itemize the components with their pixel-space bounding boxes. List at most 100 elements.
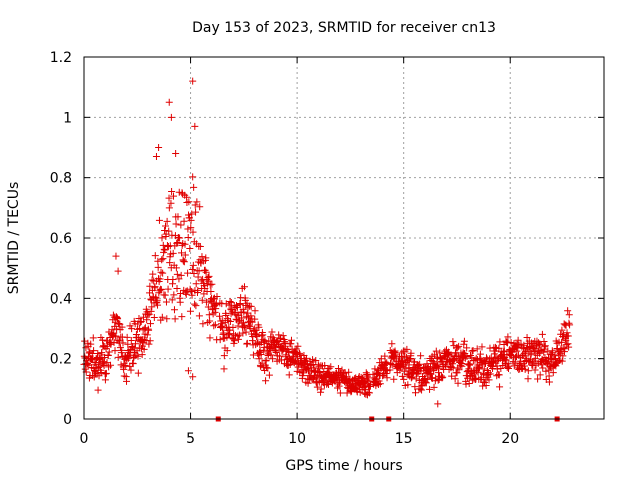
data-point	[165, 227, 173, 235]
data-point	[235, 331, 243, 339]
data-point	[165, 194, 173, 202]
data-point	[189, 261, 197, 269]
data-point	[140, 336, 148, 344]
data-point	[123, 333, 131, 341]
data-point	[196, 203, 204, 211]
data-point	[504, 333, 512, 341]
data-point	[231, 337, 239, 345]
data-point	[160, 245, 168, 253]
data-point	[204, 303, 212, 311]
data-point	[462, 380, 470, 388]
data-point	[528, 343, 536, 351]
data-point	[114, 336, 122, 344]
data-point	[148, 276, 156, 284]
data-point	[161, 291, 169, 299]
x-tick-label: 20	[501, 431, 519, 447]
data-point	[242, 328, 250, 336]
data-point	[398, 372, 406, 380]
data-point	[535, 340, 543, 348]
data-point	[184, 367, 192, 375]
data-point	[149, 270, 157, 278]
data-point	[155, 216, 163, 224]
data-point	[449, 360, 457, 368]
data-point	[168, 187, 176, 195]
data-point	[210, 322, 218, 330]
data-point	[209, 295, 217, 303]
y-tick-label: 0.2	[50, 352, 72, 368]
data-point	[192, 302, 200, 310]
data-point	[496, 383, 504, 391]
data-point	[234, 332, 242, 340]
x-tick-label: 15	[395, 431, 413, 447]
data-point	[565, 319, 573, 327]
data-point	[154, 263, 162, 271]
data-point	[186, 245, 194, 253]
data-point	[172, 264, 180, 272]
data-point	[336, 379, 344, 387]
data-point	[264, 364, 272, 372]
data-point	[457, 361, 465, 369]
data-point	[417, 352, 425, 360]
data-point	[154, 257, 162, 265]
data-point	[127, 366, 135, 374]
data-point	[536, 371, 544, 379]
data-point	[287, 340, 295, 348]
data-point	[539, 364, 547, 372]
data-point	[163, 315, 171, 323]
data-point	[226, 298, 234, 306]
data-point	[240, 283, 248, 291]
data-point	[377, 355, 385, 363]
data-point	[162, 298, 170, 306]
data-point	[114, 315, 122, 323]
data-point	[541, 343, 549, 351]
data-point	[192, 208, 200, 216]
data-point	[255, 323, 263, 331]
data-point	[216, 336, 224, 344]
data-point	[388, 340, 396, 348]
data-point	[181, 240, 189, 248]
data-point	[176, 298, 184, 306]
data-point	[278, 356, 286, 364]
data-point	[198, 296, 206, 304]
data-point	[205, 272, 213, 280]
data-point	[538, 330, 546, 338]
data-point	[151, 252, 159, 260]
data-point	[208, 280, 216, 288]
data-point	[173, 239, 181, 247]
data-point	[255, 355, 263, 363]
data-point	[165, 98, 173, 106]
y-tick-label: 0.4	[50, 291, 72, 307]
data-point	[540, 337, 548, 345]
data-point	[565, 343, 573, 351]
data-point	[152, 153, 160, 161]
data-point	[189, 228, 197, 236]
data-point	[432, 347, 440, 355]
data-point	[186, 307, 194, 315]
data-point	[463, 344, 471, 352]
plot-frame	[83, 56, 605, 420]
data-point	[126, 362, 134, 370]
data-point	[564, 332, 572, 340]
data-point	[524, 375, 532, 383]
data-point	[313, 383, 321, 391]
data-point	[376, 380, 384, 388]
data-points	[80, 77, 574, 408]
data-point	[161, 246, 169, 254]
data-point	[555, 351, 563, 359]
data-point	[304, 379, 312, 387]
data-point	[173, 270, 181, 278]
data-point	[131, 340, 139, 348]
data-point	[422, 379, 430, 387]
data-point	[469, 347, 477, 355]
data-point	[137, 318, 145, 326]
data-point	[321, 362, 329, 370]
data-point	[107, 361, 115, 369]
data-point	[177, 221, 185, 229]
data-point	[559, 352, 567, 360]
data-point	[199, 320, 207, 328]
data-point	[121, 362, 129, 370]
data-point	[97, 369, 105, 377]
data-point	[134, 369, 142, 377]
data-point	[112, 332, 120, 340]
data-point	[392, 351, 400, 359]
